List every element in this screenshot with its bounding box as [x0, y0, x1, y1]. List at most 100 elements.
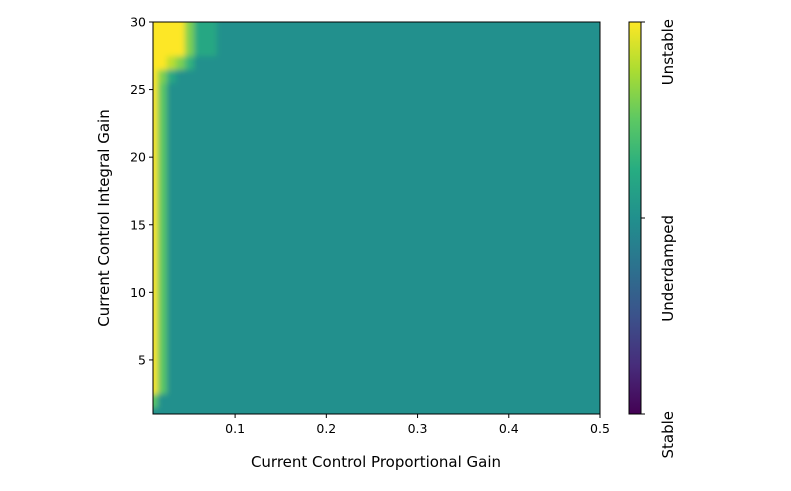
heatmap-cell	[175, 55, 186, 70]
heatmap-cell	[153, 258, 159, 327]
heatmap-cell	[216, 82, 282, 124]
heatmap-cell	[153, 28, 159, 43]
heatmap-cell	[175, 42, 186, 57]
heatmap-cell	[153, 373, 159, 395]
heatmap-cell	[157, 393, 168, 408]
heatmap-cell	[175, 123, 186, 192]
heatmap-cell	[166, 393, 177, 408]
heatmap-cell	[554, 407, 600, 414]
heatmap-cell	[184, 407, 195, 414]
heatmap-cell	[554, 22, 600, 30]
heatmap-cell	[280, 82, 373, 124]
heatmap-cell	[184, 373, 195, 395]
heatmap-cell	[194, 326, 218, 374]
heatmap-cell	[157, 190, 168, 260]
heatmap-cell	[157, 42, 168, 57]
heatmap-cell	[157, 28, 168, 43]
heatmap-cell	[463, 373, 555, 395]
heatmap-cell	[184, 55, 195, 70]
heatmap-cell	[166, 42, 177, 57]
heatmap-cell	[153, 190, 159, 260]
y-tick-label: 15	[130, 217, 146, 232]
x-tick-label: 0.2	[316, 421, 336, 436]
y-axis-label: Current Control Integral Gain	[95, 109, 113, 326]
heatmap-cell	[371, 373, 464, 395]
heatmap-cell	[184, 326, 195, 374]
heatmap-cell	[554, 123, 600, 192]
heatmap-cell	[184, 258, 195, 327]
colorbar-tick-label: Stable	[659, 411, 677, 459]
heatmap-cell	[554, 326, 600, 374]
y-tick-label: 10	[130, 285, 146, 300]
heatmap-cell	[194, 190, 218, 260]
heatmap-cell	[166, 82, 177, 124]
heatmap-cell	[371, 55, 464, 70]
heatmap-cell	[371, 123, 464, 192]
heatmap-cell	[463, 69, 555, 84]
heatmap-cell	[280, 55, 373, 70]
heatmap-cell	[194, 373, 218, 395]
heatmap-cell	[175, 326, 186, 374]
heatmap-cell	[371, 190, 464, 260]
heatmap-cell	[216, 393, 282, 408]
plot-frame	[152, 21, 601, 415]
heatmap-cell	[194, 55, 218, 70]
heatmap-cell	[194, 393, 218, 408]
heatmap-cell	[175, 190, 186, 260]
colorbar-tick-label: Underdamped	[659, 215, 677, 322]
heatmap-cell	[157, 69, 168, 84]
x-tick-label: 0.5	[590, 421, 610, 436]
y-tick-label: 20	[130, 150, 146, 165]
heatmap-cell	[280, 258, 373, 327]
heatmap-cell	[371, 258, 464, 327]
heatmap-cell	[175, 69, 186, 84]
heatmap-cell	[157, 123, 168, 192]
heatmap-cell	[166, 373, 177, 395]
heatmap-cell	[463, 190, 555, 260]
heatmap-cell	[153, 393, 159, 408]
heatmap-cell	[554, 393, 600, 408]
heatmap-cell	[153, 82, 159, 124]
colorbar-ticks: Stable Underdamped Unstable	[641, 19, 677, 459]
heatmap-cell	[194, 22, 218, 30]
heatmap-cell	[184, 190, 195, 260]
y-axis: 5 10 15 20 25 30	[130, 15, 153, 367]
heatmap-cell	[166, 326, 177, 374]
heatmap-cell	[153, 326, 159, 374]
heatmap-cells	[153, 22, 600, 414]
heatmap-cell	[216, 123, 282, 192]
heatmap-cell	[166, 28, 177, 43]
heatmap-cell	[463, 42, 555, 57]
heatmap-cell	[153, 407, 159, 414]
heatmap-cell	[554, 28, 600, 43]
heatmap-cell	[280, 190, 373, 260]
heatmap-cell	[157, 55, 168, 70]
heatmap-cell	[153, 123, 159, 192]
heatmap-cell	[194, 28, 218, 43]
heatmap-cell	[554, 190, 600, 260]
heatmap-cell	[371, 22, 464, 30]
heatmap-cell	[184, 42, 195, 57]
heatmap-cell	[175, 373, 186, 395]
heatmap-cell	[280, 326, 373, 374]
heatmap-cell	[157, 22, 168, 30]
x-axis: 0.1 0.2 0.3 0.4 0.5	[225, 414, 610, 436]
heatmap-cell	[371, 407, 464, 414]
x-tick-label: 0.3	[408, 421, 428, 436]
heatmap-cell	[166, 407, 177, 414]
heatmap-cell	[463, 123, 555, 192]
heatmap-cell	[184, 82, 195, 124]
heatmap-cell	[371, 393, 464, 408]
heatmap-cell	[175, 258, 186, 327]
heatmap-cell	[216, 42, 282, 57]
heatmap-cell	[463, 28, 555, 43]
heatmap-cell	[554, 42, 600, 57]
heatmap-cell	[216, 55, 282, 70]
heatmap-cell	[184, 28, 195, 43]
heatmap-cell	[153, 55, 159, 70]
heatmap-cell	[371, 69, 464, 84]
heatmap-cell	[216, 326, 282, 374]
heatmap-cell	[216, 28, 282, 43]
heatmap-cell	[554, 82, 600, 124]
